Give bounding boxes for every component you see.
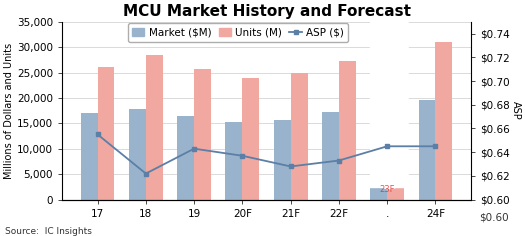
Bar [435,42,453,200]
Bar [243,78,259,200]
Bar [387,48,404,200]
Bar [81,113,98,200]
Bar [129,109,146,200]
ASP ($) [384,145,391,148]
ASP ($) [432,145,438,148]
Bar [339,61,356,200]
ASP ($) [336,159,342,162]
Title: MCU Market History and Forecast: MCU Market History and Forecast [122,4,411,19]
Bar [226,122,243,200]
ASP ($) [94,133,101,136]
Y-axis label: Millions of Dollars and Units: Millions of Dollars and Units [4,43,14,179]
Bar [418,100,435,200]
Bar [370,101,387,200]
Bar [291,72,308,200]
Legend: Market ($M), Units (M), ASP ($): Market ($M), Units (M), ASP ($) [128,23,348,42]
Text: $0.60: $0.60 [479,212,509,222]
Line: ASP ($): ASP ($) [95,132,438,176]
Bar [322,112,339,200]
Bar [177,116,194,200]
ASP ($) [288,165,294,168]
ASP ($) [191,147,197,150]
Bar [370,22,407,187]
Bar [194,69,211,200]
ASP ($) [239,154,246,157]
Bar [98,67,114,200]
ASP ($) [143,172,149,175]
Bar [146,55,163,200]
Bar [274,120,291,200]
Text: Source:  IC Insights: Source: IC Insights [5,227,92,236]
Text: 23F: 23F [380,185,395,194]
Y-axis label: ASP: ASP [511,101,521,120]
